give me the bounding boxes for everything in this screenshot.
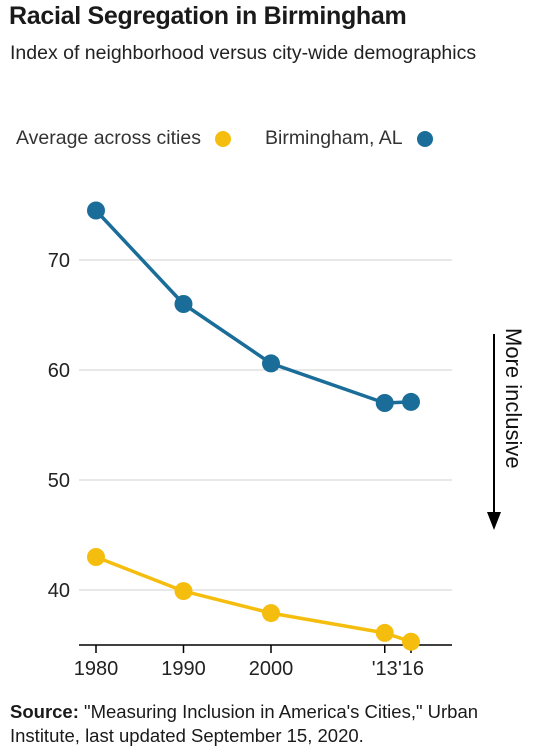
x-axis-tick-labels: 1980 1990 2000 '13'16 xyxy=(74,658,424,680)
legend-label-birmingham: Birmingham, AL xyxy=(264,127,403,149)
grid-lines xyxy=(79,259,452,591)
y-axis-tick-labels: 40 50 60 70 xyxy=(48,250,70,602)
source-text: "Measuring Inclusion in America's Cities… xyxy=(10,701,479,746)
series-line-1 xyxy=(94,208,413,405)
legend-swatch-birmingham xyxy=(416,130,433,147)
line-chart: 40 50 60 70 1980 1990 2000 '13'16 More inclusi… xyxy=(48,201,526,680)
y-tick-label-40: 40 xyxy=(48,580,70,602)
x-axis xyxy=(79,644,452,653)
data-point-1-2 xyxy=(262,354,280,373)
y-tick-label-70: 70 xyxy=(48,250,70,272)
chart-title: Racial Segregation in Birmingham xyxy=(9,2,407,30)
x-tick-label-2: 2000 xyxy=(249,658,294,680)
y-tick-label-50: 50 xyxy=(48,470,70,492)
x-tick-label-0: 1980 xyxy=(74,658,119,680)
data-point-1-4 xyxy=(402,392,420,411)
legend: Average across cities Birmingham, AL xyxy=(16,127,433,150)
data-point-1-0 xyxy=(87,201,105,220)
more-inclusive-label: More inclusive xyxy=(501,328,526,469)
x-tick-label-1: 1990 xyxy=(161,658,206,680)
down-arrow-icon xyxy=(487,512,501,530)
source-note: Source: "Measuring Inclusion in America'… xyxy=(10,700,540,748)
data-point-0-2 xyxy=(262,604,280,623)
legend-item-birmingham: Birmingham, AL xyxy=(265,127,433,150)
data-point-0-4 xyxy=(402,632,420,651)
data-point-0-0 xyxy=(87,548,105,566)
x-tick-label-3: '13 xyxy=(372,658,398,680)
series-lines xyxy=(87,201,420,651)
data-point-1-3 xyxy=(375,394,394,412)
legend-swatch-average xyxy=(214,130,231,147)
x-tick-label-4: '16 xyxy=(398,658,424,680)
series-line-0 xyxy=(94,555,413,644)
legend-item-average: Average across cities xyxy=(16,127,231,150)
data-point-1-1 xyxy=(174,295,193,313)
data-point-0-1 xyxy=(174,582,193,601)
source-label: Source: xyxy=(10,701,79,722)
data-point-0-3 xyxy=(375,623,394,642)
chart-subtitle: Index of neighborhood versus city-wide d… xyxy=(10,42,477,64)
y-tick-label-60: 60 xyxy=(48,360,70,382)
legend-label-average: Average across cities xyxy=(16,127,201,149)
more-inclusive-annotation: More inclusive xyxy=(487,328,526,530)
